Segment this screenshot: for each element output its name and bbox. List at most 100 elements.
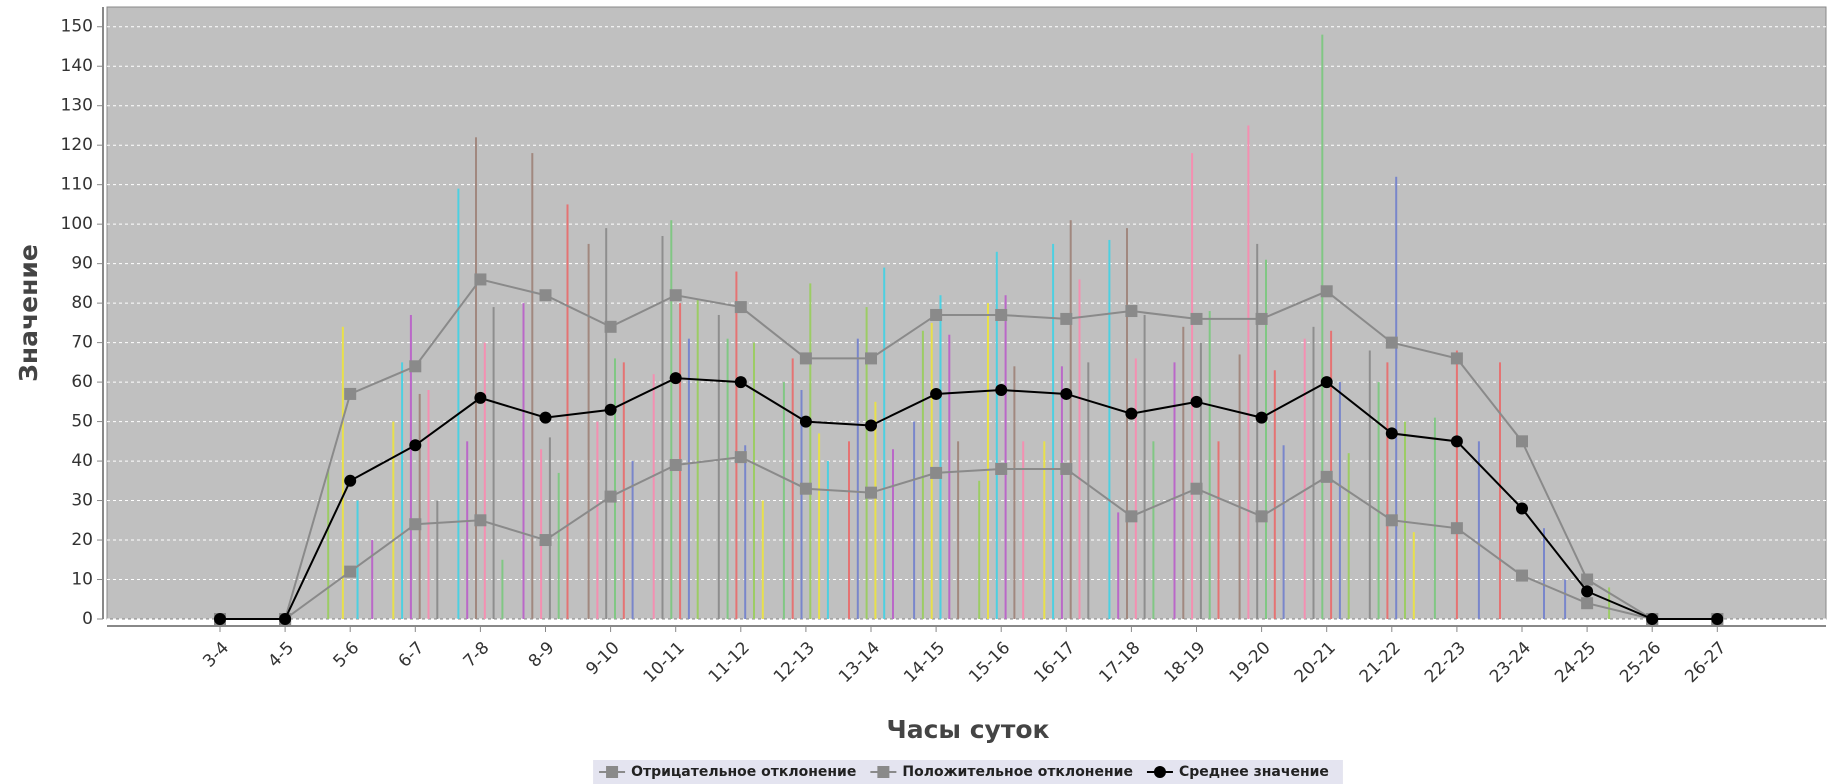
point xyxy=(604,320,617,333)
sample-bar xyxy=(652,374,655,619)
sample-bar xyxy=(791,358,794,619)
point xyxy=(669,372,682,385)
x-tick-label: 23-24 xyxy=(1486,638,1535,687)
sample-bar xyxy=(1564,579,1567,619)
sample-bar xyxy=(1004,295,1007,619)
sample-bar xyxy=(782,382,785,619)
sample-bar xyxy=(1321,34,1324,619)
point xyxy=(1581,573,1594,586)
x-tick-label: 25-26 xyxy=(1616,638,1665,687)
point xyxy=(1320,376,1333,389)
sample-bar xyxy=(826,461,829,619)
sample-bar xyxy=(1303,338,1306,619)
sample-bar xyxy=(1078,279,1081,619)
point xyxy=(409,439,422,452)
sample-bar xyxy=(605,228,608,619)
sample-bar xyxy=(531,153,534,619)
sample-bar xyxy=(753,342,755,619)
point xyxy=(865,419,877,432)
point xyxy=(1581,597,1594,610)
sample-bar xyxy=(913,421,916,619)
sample-bar xyxy=(418,393,421,619)
point xyxy=(344,387,357,400)
sample-bar xyxy=(1152,441,1155,619)
sample-bar xyxy=(1208,311,1211,619)
point xyxy=(1255,510,1268,523)
sample-bar xyxy=(1247,125,1250,620)
y-tick-label: 90 xyxy=(71,254,93,274)
sample-bar xyxy=(1134,358,1137,619)
sample-bar xyxy=(566,204,569,619)
sample-bar xyxy=(1265,259,1267,619)
point xyxy=(1320,285,1333,298)
y-tick-label: 20 xyxy=(71,530,93,550)
sample-bar xyxy=(1182,326,1185,619)
point xyxy=(1581,585,1594,598)
point xyxy=(1516,502,1528,515)
x-tick-label: 7-8 xyxy=(460,638,494,672)
sample-bar xyxy=(670,220,673,620)
point xyxy=(995,462,1008,475)
sample-bar xyxy=(587,243,590,619)
sample-bar xyxy=(874,401,877,619)
y-tick-label: 100 xyxy=(61,214,93,234)
sample-bar xyxy=(809,283,812,619)
x-tick-label: 9-10 xyxy=(582,638,623,679)
sample-bar xyxy=(883,267,886,619)
sample-bar xyxy=(735,271,738,619)
sample-bar xyxy=(717,314,720,619)
sample-bar xyxy=(436,500,439,619)
point xyxy=(799,415,812,428)
sample-bar xyxy=(744,445,747,619)
x-tick-label: 5-6 xyxy=(329,638,363,672)
point xyxy=(344,565,357,578)
sample-bar xyxy=(1060,366,1063,619)
point xyxy=(604,403,617,416)
sample-bar xyxy=(522,303,525,619)
sample-bar xyxy=(327,468,330,619)
sample-bar xyxy=(1199,342,1202,619)
legend-label: Положительное отклонение xyxy=(902,764,1133,780)
x-tick-label: 22-23 xyxy=(1421,638,1470,687)
point xyxy=(1060,462,1073,475)
point xyxy=(1125,407,1138,420)
sample-bar xyxy=(948,334,951,619)
point xyxy=(669,459,682,472)
sample-bar xyxy=(865,307,868,619)
series-line xyxy=(220,377,1718,620)
sample-bar xyxy=(475,137,477,620)
y-tick-label: 80 xyxy=(71,293,93,313)
sample-bar xyxy=(1499,362,1501,619)
y-tick-label: 60 xyxy=(71,372,93,392)
legend-marker xyxy=(1153,766,1166,778)
sample-bar xyxy=(892,449,894,619)
sample-bar xyxy=(1477,441,1480,619)
sample-bar xyxy=(1126,228,1128,619)
sample-bar xyxy=(978,480,981,619)
sample-bar xyxy=(427,389,430,619)
sample-bar xyxy=(1312,326,1315,619)
x-tick-label: 17-18 xyxy=(1095,638,1144,687)
sample-bar xyxy=(1404,421,1406,619)
sample-bar xyxy=(1608,587,1611,619)
y-tick-label: 0 xyxy=(82,609,93,629)
sample-bar xyxy=(614,358,616,619)
point xyxy=(1320,470,1333,483)
x-tick-label: 10-11 xyxy=(640,638,689,687)
point xyxy=(409,360,422,373)
sample-bar xyxy=(1386,362,1389,619)
point xyxy=(1516,569,1528,582)
sample-bar xyxy=(1117,512,1120,619)
point xyxy=(1255,411,1268,424)
x-tick-label: 18-19 xyxy=(1160,638,1209,687)
sample-bar xyxy=(548,437,551,619)
point xyxy=(1711,613,1724,625)
point xyxy=(539,289,552,302)
point xyxy=(865,486,877,499)
point xyxy=(279,613,292,625)
legend-box xyxy=(593,760,1343,784)
point xyxy=(1125,510,1138,523)
point xyxy=(474,391,487,404)
point xyxy=(604,490,617,503)
point xyxy=(1190,395,1203,408)
